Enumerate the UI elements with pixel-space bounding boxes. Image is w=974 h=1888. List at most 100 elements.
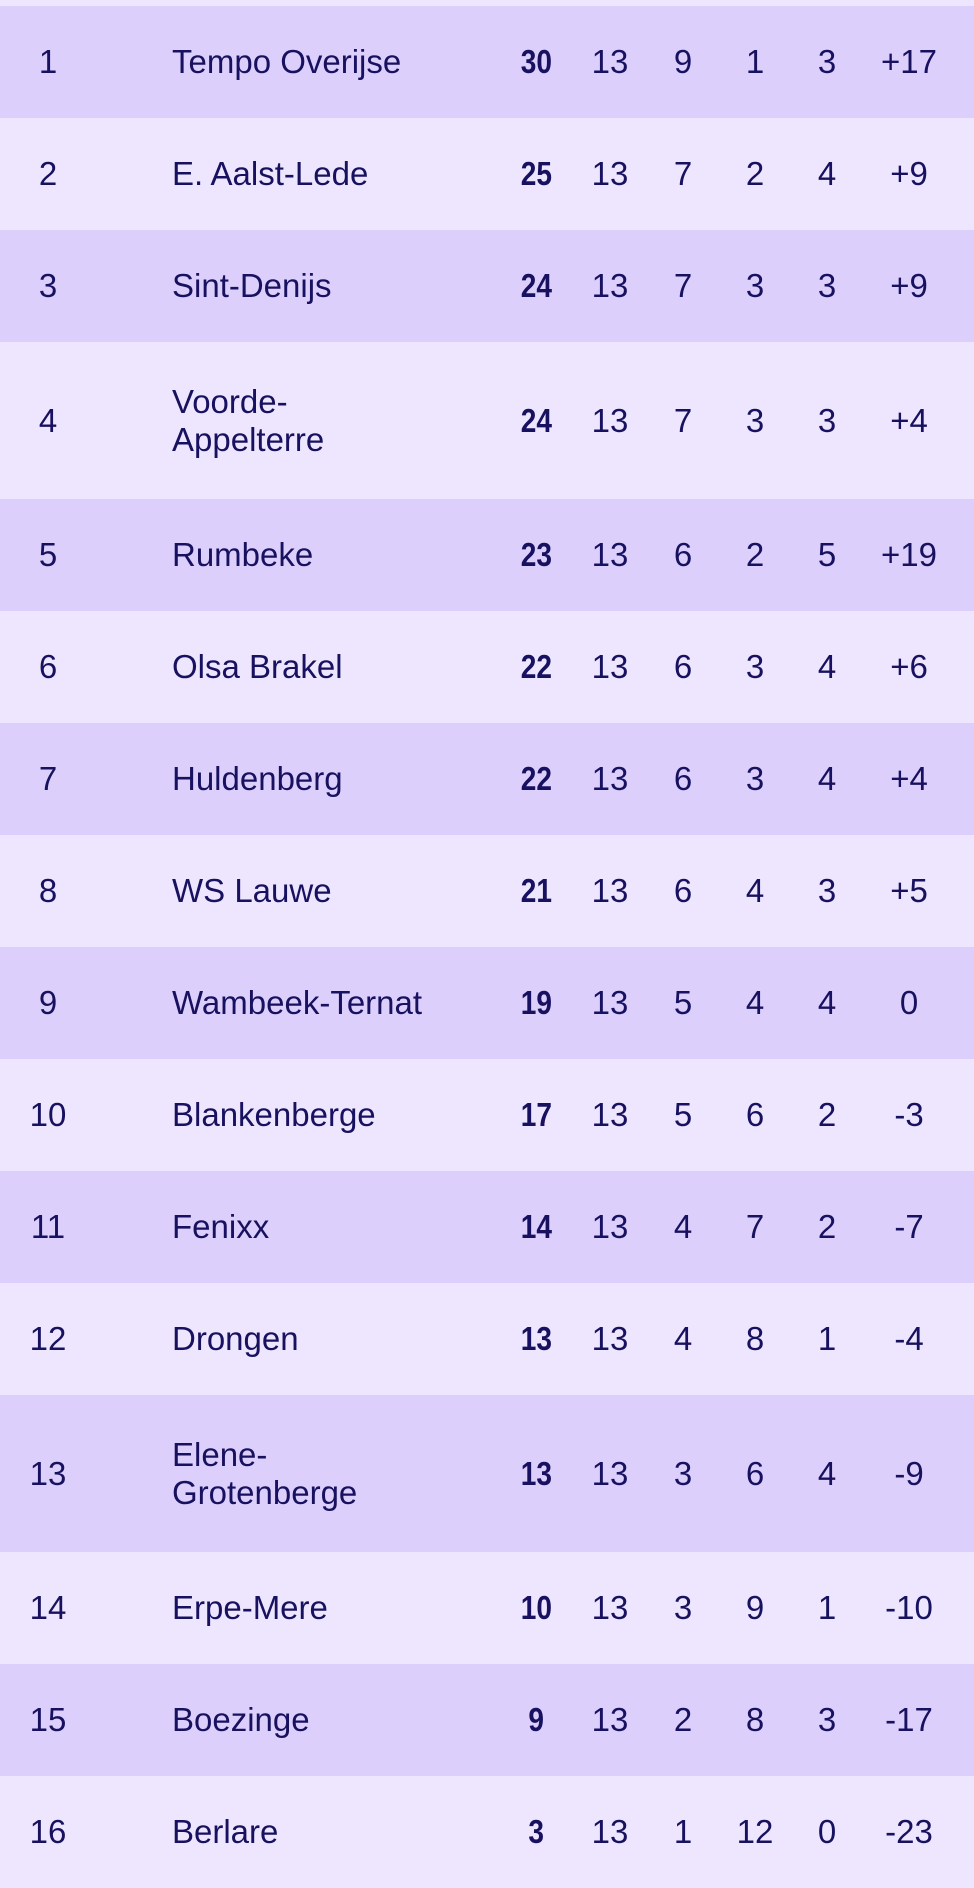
drawn-value: 4 — [745, 872, 765, 909]
table-row[interactable]: 5 Rumbeke 23 13 6 2 5 +19 — [0, 499, 974, 611]
table-row[interactable]: 14 Erpe-Mere 10 13 3 9 1 -10 — [0, 1552, 974, 1664]
gd-value: 0 — [899, 984, 919, 1021]
team-name[interactable]: Rumbeke — [172, 536, 314, 573]
team-name[interactable]: Tempo Overijse — [172, 43, 402, 80]
played-value: 13 — [591, 1701, 629, 1738]
played-value: 13 — [591, 267, 629, 304]
rank: 10 — [29, 1096, 67, 1133]
gd-value: +6 — [890, 648, 928, 685]
pts-value: 22 — [501, 648, 571, 686]
top-strip — [0, 0, 974, 6]
table-row[interactable]: 4 Voorde-Appelterre 24 13 7 3 3 +4 — [0, 342, 974, 499]
table-row[interactable]: 15 Boezinge 9 13 2 8 3 -17 — [0, 1664, 974, 1776]
pts-value: 24 — [501, 267, 571, 305]
team-name[interactable]: Drongen — [172, 1320, 299, 1357]
table-row[interactable]: 16 Berlare 3 13 1 12 0 -23 — [0, 1776, 974, 1888]
team-name[interactable]: WS Lauwe — [172, 872, 332, 909]
gd-value: -17 — [885, 1701, 933, 1738]
drawn-value: 1 — [745, 43, 765, 80]
pts-value: 17 — [501, 1096, 571, 1134]
points-text: 3 — [528, 1813, 544, 1850]
team-name[interactable]: E. Aalst-Lede — [172, 155, 369, 192]
pts-value: 25 — [501, 155, 571, 193]
gd-value: -3 — [894, 1096, 924, 1133]
won-value: 4 — [673, 1320, 693, 1357]
rank: 16 — [29, 1813, 67, 1850]
gd-value: -4 — [894, 1320, 924, 1357]
points-text: 9 — [528, 1701, 544, 1738]
won-value: 7 — [673, 401, 693, 439]
lost-value: 3 — [817, 401, 837, 439]
pts-value: 19 — [501, 984, 571, 1022]
played-value: 13 — [591, 1589, 629, 1626]
team-name[interactable]: Huldenberg — [172, 760, 343, 797]
table-row[interactable]: 7 Huldenberg 22 13 6 3 4 +4 — [0, 723, 974, 835]
team-name[interactable]: Wambeek-Ternat — [172, 984, 423, 1021]
pts-value: 14 — [501, 1208, 571, 1246]
rank: 11 — [30, 1208, 66, 1245]
lost-value: 3 — [817, 1701, 837, 1738]
points-text: 19 — [520, 984, 552, 1021]
played-value: 13 — [591, 1208, 629, 1245]
won-value: 7 — [673, 267, 693, 304]
lost-value: 4 — [817, 1454, 837, 1492]
pts-value: 22 — [501, 760, 571, 798]
drawn-value: 12 — [736, 1813, 774, 1850]
drawn-value: 7 — [745, 1208, 765, 1245]
team-name[interactable]: Voorde-Appelterre — [172, 382, 325, 458]
pts-value: 30 — [501, 43, 571, 81]
rank: 12 — [29, 1320, 67, 1357]
drawn-value: 6 — [745, 1454, 765, 1492]
lost-value: 1 — [817, 1589, 837, 1626]
lost-value: 4 — [817, 155, 837, 192]
table-row[interactable]: 3 Sint-Denijs 24 13 7 3 3 +9 — [0, 230, 974, 342]
table-row[interactable]: 10 Blankenberge 17 13 5 6 2 -3 — [0, 1059, 974, 1171]
points-text: 21 — [520, 872, 552, 909]
table-row[interactable]: 12 Drongen 13 13 4 8 1 -4 — [0, 1283, 974, 1395]
gd-value: -10 — [885, 1589, 933, 1626]
gd-value: +4 — [890, 401, 928, 439]
lost-value: 3 — [817, 43, 837, 80]
table-row[interactable]: 8 WS Lauwe 21 13 6 4 3 +5 — [0, 835, 974, 947]
rank: 5 — [38, 536, 58, 573]
won-value: 2 — [673, 1701, 693, 1738]
gd-value: +17 — [881, 43, 937, 80]
drawn-value: 4 — [745, 984, 765, 1021]
drawn-value: 3 — [745, 267, 765, 304]
rank: 6 — [38, 648, 58, 685]
team-name[interactable]: Olsa Brakel — [172, 648, 343, 685]
lost-value: 3 — [817, 872, 837, 909]
table-row[interactable]: 13 Elene-Grotenberge 13 13 3 6 4 -9 — [0, 1395, 974, 1552]
won-value: 5 — [673, 1096, 693, 1133]
lost-value: 4 — [817, 648, 837, 685]
table-row[interactable]: 11 Fenixx 14 13 4 7 2 -7 — [0, 1171, 974, 1283]
drawn-value: 2 — [745, 155, 765, 192]
points-text: 10 — [520, 1589, 552, 1626]
team-name[interactable]: Boezinge — [172, 1701, 310, 1738]
drawn-value: 8 — [745, 1320, 765, 1357]
team-name[interactable]: Erpe-Mere — [172, 1589, 328, 1626]
drawn-value: 3 — [745, 760, 765, 797]
rank: 7 — [38, 760, 58, 797]
team-name[interactable]: Blankenberge — [172, 1096, 376, 1133]
lost-value: 5 — [817, 536, 837, 573]
table-row[interactable]: 9 Wambeek-Ternat 19 13 5 4 4 0 — [0, 947, 974, 1059]
won-value: 7 — [673, 155, 693, 192]
team-name[interactable]: Sint-Denijs — [172, 267, 332, 304]
team-name[interactable]: Elene-Grotenberge — [172, 1435, 358, 1511]
played-value: 13 — [591, 760, 629, 797]
lost-value: 4 — [817, 760, 837, 797]
lost-value: 4 — [817, 984, 837, 1021]
won-value: 6 — [673, 872, 693, 909]
table-row[interactable]: 2 E. Aalst-Lede 25 13 7 2 4 +9 — [0, 118, 974, 230]
table-row[interactable]: 6 Olsa Brakel 22 13 6 3 4 +6 — [0, 611, 974, 723]
points-text: 22 — [520, 648, 552, 685]
played-value: 13 — [591, 648, 629, 685]
team-name[interactable]: Fenixx — [172, 1208, 270, 1245]
pts-value: 13 — [501, 1320, 571, 1358]
table-row[interactable]: 1 Tempo Overijse 30 13 9 1 3 +17 — [0, 6, 974, 118]
gd-value: -23 — [885, 1813, 933, 1850]
pts-value: 21 — [501, 872, 571, 910]
standings-table: 1 Tempo Overijse 30 13 9 1 3 +17 2 E. Aalst-Lede 2… — [0, 6, 974, 1888]
team-name[interactable]: Berlare — [172, 1813, 279, 1850]
